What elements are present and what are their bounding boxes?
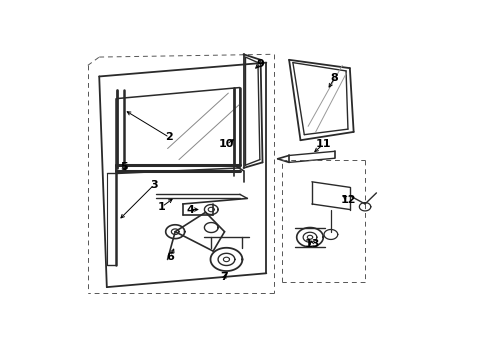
Text: 9: 9 [256, 59, 264, 69]
Text: 11: 11 [316, 139, 331, 149]
Text: 1: 1 [158, 202, 166, 212]
Text: 2: 2 [166, 132, 173, 143]
Text: 4: 4 [186, 204, 195, 215]
Text: 12: 12 [340, 195, 356, 205]
Text: 7: 7 [220, 273, 228, 283]
Text: 6: 6 [167, 252, 174, 262]
Text: 5: 5 [120, 162, 128, 172]
Text: 13: 13 [304, 239, 319, 249]
Text: 3: 3 [150, 180, 158, 190]
Text: 8: 8 [331, 73, 339, 83]
Text: 10: 10 [219, 139, 234, 149]
